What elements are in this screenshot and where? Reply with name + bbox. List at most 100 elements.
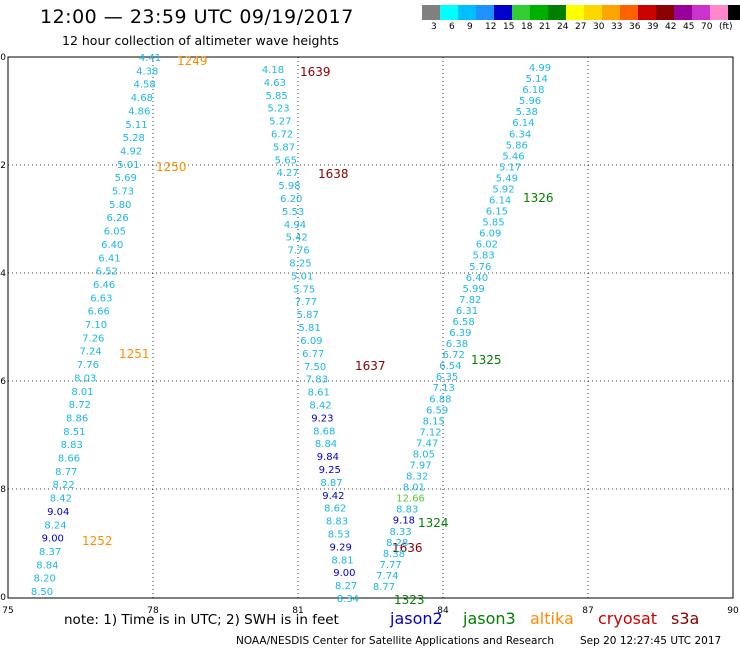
legend-swatch — [440, 5, 458, 20]
legend-swatch — [458, 5, 476, 20]
wave-height-label: 5.75 — [293, 284, 315, 295]
wave-height-label: 6.40 — [466, 273, 488, 284]
wave-height-label: 5.86 — [506, 140, 528, 151]
wave-height-label: 5.38 — [516, 107, 538, 118]
wave-height-label: 5.46 — [502, 151, 524, 162]
wave-height-label: 6.15 — [486, 207, 508, 218]
wave-height-label: 8.01 — [71, 387, 93, 398]
wave-height-label: 9.00 — [333, 568, 355, 579]
wave-height-label: 8.34 — [337, 594, 359, 605]
credit-text: NOAA/NESDIS Center for Satellite Applica… — [236, 635, 554, 647]
wave-height-label: 7.77 — [295, 297, 317, 308]
wave-height-label: 9.04 — [47, 507, 69, 518]
x-tick-label: 75 — [2, 606, 13, 616]
wave-height-label: 6.54 — [439, 361, 461, 372]
legend-label: 21 — [539, 22, 551, 32]
wave-height-label: 8.77 — [55, 467, 77, 478]
legend-swatch — [530, 5, 548, 20]
wave-height-label: 8.86 — [66, 413, 88, 424]
legend-swatch — [656, 5, 674, 20]
wave-height-label: 6.40 — [101, 240, 123, 251]
generated-timestamp: Sep 20 12:27:45 UTC 2017 — [580, 635, 722, 647]
pass-number-label: 1249 — [177, 54, 208, 68]
wave-height-label: 6.77 — [302, 349, 324, 360]
legend-label: 3 — [431, 22, 437, 32]
wave-height-label: 5.98 — [278, 181, 300, 192]
legend-swatch — [728, 5, 740, 20]
wave-height-label: 6.46 — [93, 280, 115, 291]
pass-number-label: 1252 — [82, 534, 113, 548]
wave-height-label: 5.11 — [125, 120, 147, 131]
wave-height-label: 8.81 — [331, 555, 353, 566]
page-subtitle: 12 hour collection of altimeter wave hei… — [62, 33, 339, 48]
wave-height-label: 8.42 — [309, 400, 331, 411]
wave-height-label: 8.53 — [328, 529, 350, 540]
wave-height-label: 12.66 — [396, 494, 425, 505]
legend-label: 42 — [665, 22, 677, 32]
legend-label: 24 — [557, 22, 569, 32]
wave-height-label: 8.25 — [289, 259, 311, 270]
wave-height-label: 8.42 — [50, 494, 72, 505]
wave-height-label: 9.25 — [319, 465, 341, 476]
wave-height-label: 8.03 — [74, 373, 96, 384]
pass-number-label: 1325 — [471, 353, 502, 367]
legend-label: 18 — [521, 22, 533, 32]
legend-label: 27 — [575, 22, 587, 32]
wave-height-label: 7.24 — [79, 347, 101, 358]
legend-swatch — [422, 5, 440, 20]
satellite-cryosat: cryosat — [598, 609, 658, 628]
wave-height-label: 5.85 — [266, 91, 288, 102]
wave-height-label: 9.29 — [330, 542, 352, 553]
pass-number-label: 1250 — [156, 160, 187, 174]
wave-height-label: 5.27 — [269, 117, 291, 128]
legend-swatch — [494, 5, 512, 20]
wave-height-label: 9.42 — [322, 491, 344, 502]
wave-height-label: 8.24 — [44, 520, 66, 531]
wave-height-label: 8.27 — [335, 581, 357, 592]
wave-height-label: 6.41 — [98, 253, 120, 264]
legend-label: 39 — [647, 22, 659, 32]
wave-height-label: 8.38 — [383, 549, 405, 560]
legend-swatch — [710, 5, 728, 20]
wave-height-label: 5.01 — [291, 271, 313, 282]
wave-height-label: 8.33 — [389, 527, 411, 538]
wave-height-label: 5.42 — [286, 233, 308, 244]
legend-label: 9 — [467, 22, 473, 32]
satellite-s3a: s3a — [671, 609, 700, 628]
wave-height-label: 6.63 — [90, 293, 112, 304]
y-tick-label: -10 — [0, 593, 6, 603]
wave-height-label: 6.02 — [476, 240, 498, 251]
wave-height-label: 7.26 — [82, 333, 104, 344]
legend-label: 30 — [593, 22, 605, 32]
wave-height-label: 5.28 — [123, 133, 145, 144]
wave-height-label: 5.01 — [117, 160, 139, 171]
wave-height-label: 5.81 — [298, 323, 320, 334]
legend-swatch — [566, 5, 584, 20]
wave-height-label: 6.39 — [449, 328, 471, 339]
wave-height-label: 8.37 — [39, 547, 61, 558]
wave-height-label: 7.10 — [85, 320, 107, 331]
wave-height-label: 5.87 — [273, 142, 295, 153]
x-tick-label: 90 — [727, 606, 739, 616]
pass-number-label: 1251 — [119, 347, 150, 361]
legend-swatch — [638, 5, 656, 20]
wave-height-label: 6.52 — [96, 267, 118, 278]
wave-height-label: 5.83 — [472, 251, 494, 262]
x-tick-label: 84 — [437, 606, 449, 616]
legend-swatch — [548, 5, 566, 20]
wave-height-label: 8.68 — [313, 426, 335, 437]
y-tick-label: -8 — [0, 485, 6, 495]
legend-label: 33 — [611, 22, 623, 32]
wave-height-label: 4.41 — [139, 53, 161, 64]
legend-label: (ft) — [719, 22, 733, 32]
wave-height-label: 8.77 — [373, 582, 395, 593]
wave-height-label: 5.96 — [519, 96, 541, 107]
wave-height-label: 6.88 — [429, 394, 451, 405]
legend-swatch — [512, 5, 530, 20]
pass-number-label: 1637 — [355, 359, 386, 373]
legend-swatch — [584, 5, 602, 20]
wave-height-label: 6.58 — [453, 317, 475, 328]
map-frame — [7, 56, 734, 599]
wave-height-label: 6.18 — [522, 85, 544, 96]
wave-height-label: 9.23 — [311, 413, 333, 424]
